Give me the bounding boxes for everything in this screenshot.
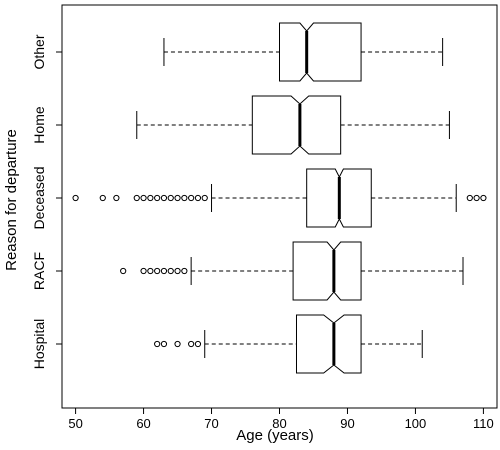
- outlier-point: [154, 340, 161, 348]
- boxplot-home: [136, 95, 450, 155]
- x-axis-label: Age (years): [236, 427, 314, 444]
- y-tick-label-other: Other: [31, 34, 47, 69]
- outlier-point: [480, 194, 487, 202]
- outlier-point: [174, 194, 181, 202]
- outlier-point: [167, 194, 174, 202]
- outlier-point: [140, 267, 147, 275]
- notched-box: [295, 314, 362, 374]
- outlier-point: [154, 267, 161, 275]
- outlier-point: [473, 194, 480, 202]
- y-tick-label-hospital: Hospital: [31, 319, 47, 370]
- outlier-point: [140, 194, 147, 202]
- outlier-point: [167, 267, 174, 275]
- outlier-point: [181, 267, 188, 275]
- outlier-point: [466, 194, 473, 202]
- outlier-point: [188, 340, 195, 348]
- outlier-point: [72, 194, 79, 202]
- x-tick-label: 110: [473, 416, 494, 431]
- outlier-point: [194, 340, 202, 348]
- outlier-point: [194, 194, 202, 202]
- y-tick-label-deceased: Deceased: [31, 166, 47, 229]
- y-tick-label-racf: RACF: [31, 252, 47, 290]
- outlier-point: [133, 194, 140, 202]
- x-tick-label: 60: [136, 416, 150, 431]
- boxplots: [72, 22, 487, 374]
- outlier-point: [181, 194, 188, 202]
- outlier-point: [160, 267, 168, 275]
- x-axis: 50 60 70 80 90 100 110: [68, 408, 494, 431]
- y-axis: Hospital RACF Deceased Home Other: [31, 34, 62, 369]
- outlier-point: [201, 194, 208, 202]
- notched-box: [251, 95, 342, 155]
- boxplot-racf: [120, 241, 464, 301]
- x-tick-label: 50: [68, 416, 82, 431]
- boxplot-deceased: [72, 168, 487, 228]
- notched-box: [292, 241, 362, 301]
- x-tick-label: 70: [204, 416, 218, 431]
- boxplot-other: [163, 22, 444, 82]
- outlier-point: [160, 340, 168, 348]
- y-tick-label-home: Home: [31, 106, 47, 144]
- notched-box: [279, 22, 362, 82]
- x-tick-label: 80: [272, 416, 286, 431]
- outlier-point: [113, 194, 120, 202]
- x-tick-label: 100: [405, 416, 427, 431]
- outlier-point: [154, 194, 161, 202]
- outlier-point: [174, 340, 181, 348]
- outlier-point: [147, 194, 154, 202]
- y-axis-label: Reason for departure: [3, 129, 20, 271]
- outlier-point: [99, 194, 106, 202]
- outlier-point: [147, 267, 154, 275]
- boxplot-hospital: [154, 314, 423, 374]
- x-tick-label: 90: [340, 416, 354, 431]
- outlier-point: [160, 194, 168, 202]
- outlier-point: [120, 267, 127, 275]
- outlier-point: [188, 194, 195, 202]
- outlier-point: [174, 267, 181, 275]
